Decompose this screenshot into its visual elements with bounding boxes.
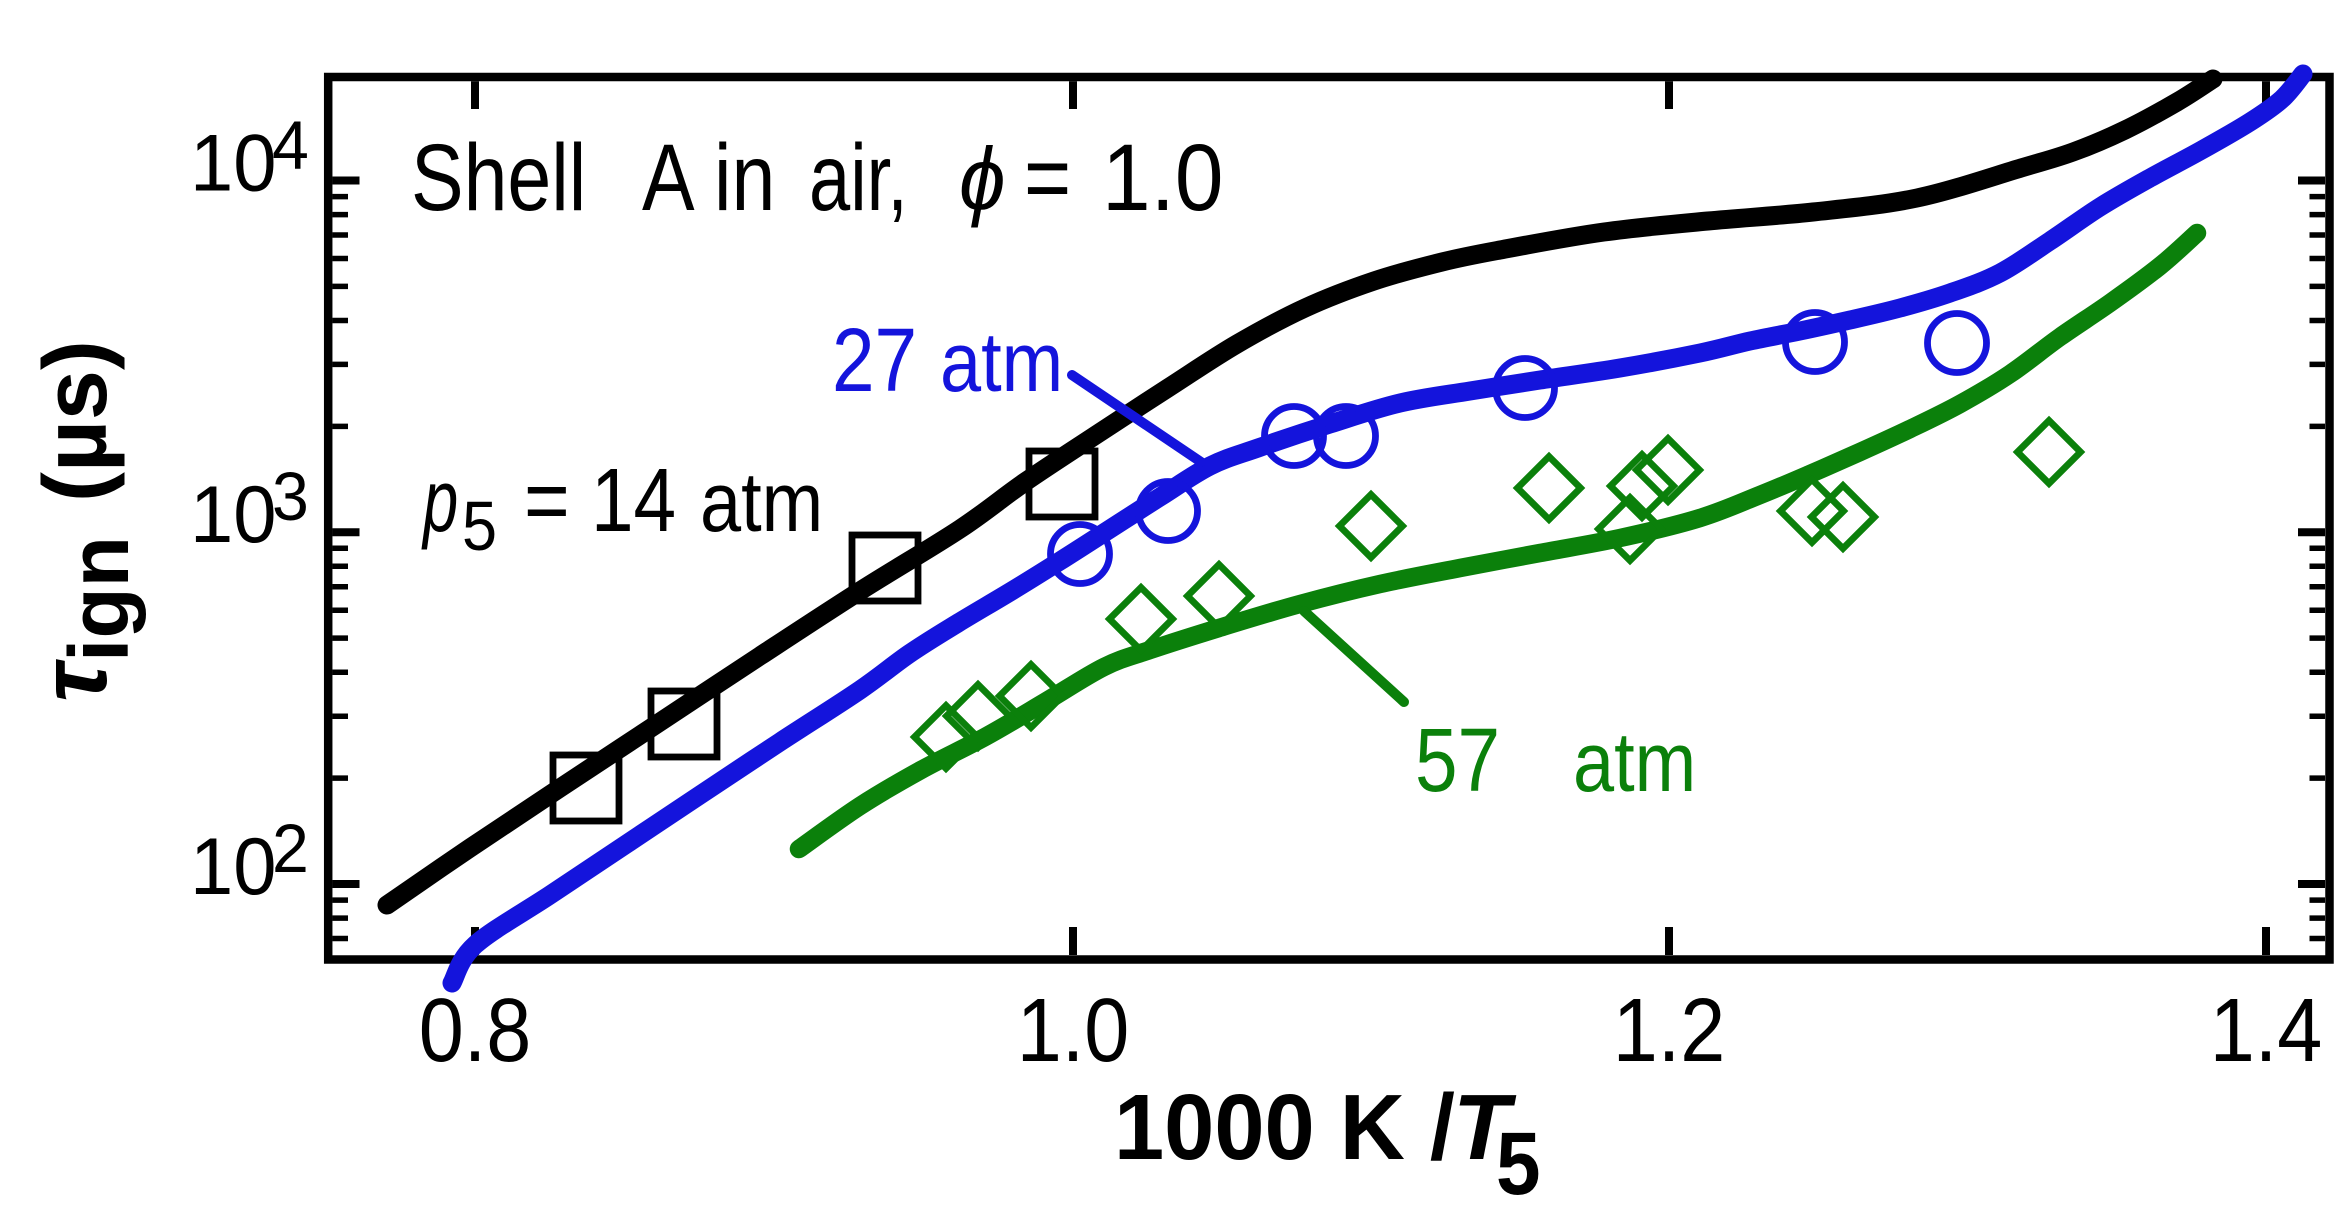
svg-text:57: 57 [1415, 709, 1500, 810]
svg-text:air,: air, [809, 125, 908, 231]
svg-text:atm: atm [700, 455, 823, 549]
svg-text:5: 5 [462, 488, 497, 566]
svg-text:0.8: 0.8 [419, 980, 532, 1081]
svg-text:Shell: Shell [411, 125, 586, 231]
svg-text:A: A [642, 125, 695, 231]
svg-text:(µs): (µs) [26, 340, 126, 502]
svg-text:1.0: 1.0 [1102, 125, 1223, 231]
svg-text:1.2: 1.2 [1613, 980, 1726, 1081]
svg-text:in: in [714, 125, 775, 231]
svg-text:14: 14 [591, 449, 676, 550]
svg-text:1.4: 1.4 [2210, 980, 2323, 1081]
svg-text:p: p [421, 453, 458, 551]
svg-text:1000 K /: 1000 K / [1114, 1076, 1455, 1180]
svg-text:=: = [1024, 124, 1071, 231]
svg-text:3: 3 [272, 459, 309, 536]
svg-text:ign: ign [52, 536, 146, 662]
svg-text:2: 2 [272, 811, 309, 888]
svg-text:ϕ: ϕ [959, 130, 1005, 228]
svg-text:10: 10 [190, 469, 276, 560]
svg-text:10: 10 [190, 821, 276, 912]
svg-text:atm: atm [940, 315, 1063, 409]
svg-text:atm: atm [1573, 715, 1696, 809]
svg-text:5: 5 [1496, 1113, 1541, 1213]
svg-text:=: = [524, 450, 570, 550]
svg-text:1.0: 1.0 [1017, 980, 1130, 1081]
svg-text:27: 27 [832, 309, 917, 410]
svg-text:10: 10 [190, 117, 276, 208]
svg-text:4: 4 [272, 107, 309, 184]
svg-text:T: T [1453, 1075, 1517, 1179]
svg-text:τ: τ [21, 659, 127, 702]
